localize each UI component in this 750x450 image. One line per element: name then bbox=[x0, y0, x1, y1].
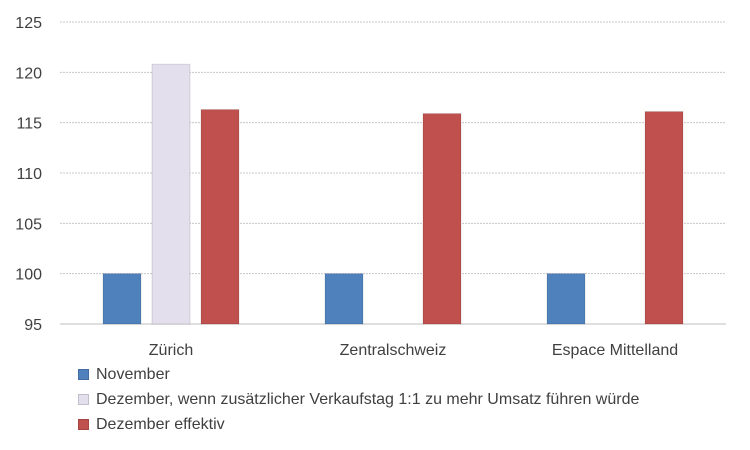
bar bbox=[644, 111, 684, 325]
y-tick-label: 95 bbox=[24, 317, 42, 334]
x-category-label: Espace Mittelland bbox=[552, 342, 678, 359]
y-tick-label: 115 bbox=[16, 116, 42, 133]
y-tick-label: 100 bbox=[15, 267, 42, 284]
y-tick-label: 120 bbox=[15, 65, 42, 82]
y-tick-label: 110 bbox=[16, 166, 42, 183]
x-category-label: Zentralschweiz bbox=[340, 342, 447, 359]
bar bbox=[102, 273, 142, 325]
bars bbox=[102, 63, 684, 325]
legend-item: Dezember, wenn zusätzlicher Verkaufstag … bbox=[78, 387, 639, 412]
legend: November Dezember, wenn zusätzlicher Verk… bbox=[78, 362, 639, 437]
legend-label: Dezember, wenn zusätzlicher Verkaufstag … bbox=[96, 390, 640, 408]
legend-swatch bbox=[78, 394, 89, 405]
legend-item: November bbox=[78, 362, 639, 387]
x-category-label: Zürich bbox=[149, 342, 193, 359]
y-axis-tick-labels: 95 100 105 110 115 120 125 bbox=[15, 15, 42, 334]
legend-swatch bbox=[78, 369, 89, 380]
bar bbox=[200, 109, 240, 325]
legend-item: Dezember effektiv bbox=[78, 412, 639, 437]
legend-label: Dezember effektiv bbox=[96, 415, 225, 433]
y-tick-label: 125 bbox=[15, 15, 42, 32]
bar-chart: 95 100 105 110 115 120 125 Zürich Zentralschwei… bbox=[15, 15, 726, 359]
legend-label: November bbox=[96, 365, 170, 383]
legend-swatch bbox=[78, 419, 89, 430]
y-tick-label: 105 bbox=[15, 216, 42, 233]
bar bbox=[422, 113, 462, 325]
bar bbox=[151, 63, 191, 325]
bar bbox=[324, 273, 364, 325]
x-axis-category-labels: Zürich Zentralschweiz Espace Mittelland bbox=[149, 342, 678, 359]
bar bbox=[546, 273, 586, 325]
